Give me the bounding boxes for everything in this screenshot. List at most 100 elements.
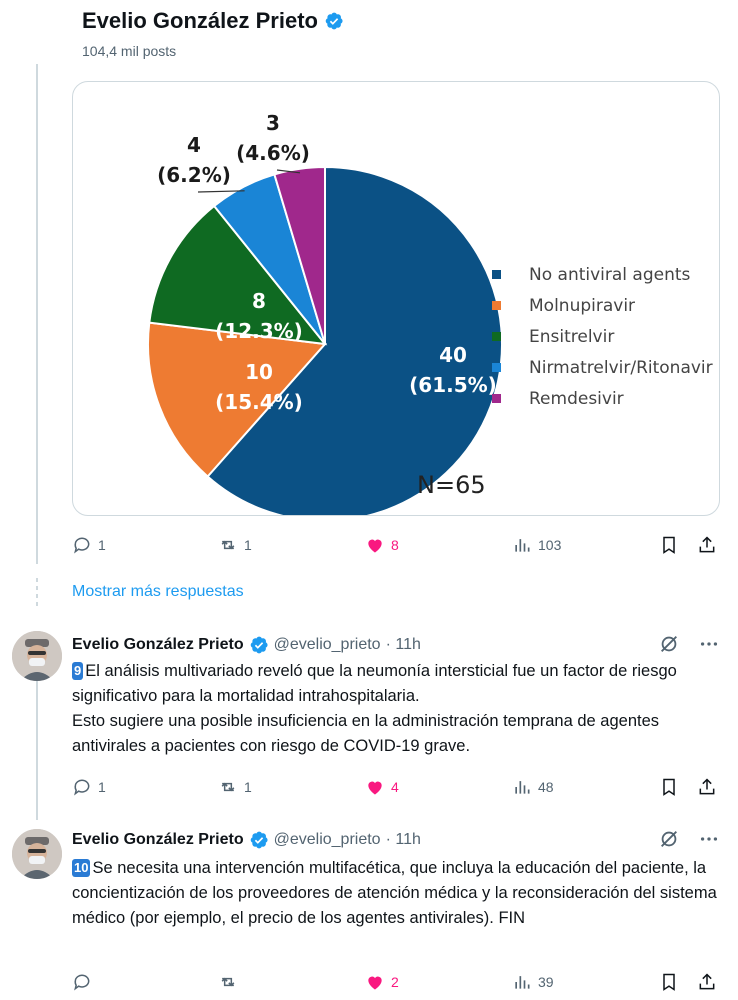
views-icon [515, 539, 530, 552]
profile-header: Evelio González Prieto 104,4 mil posts [0, 0, 738, 64]
more-options-icon[interactable] [698, 828, 720, 850]
verified-badge-icon [250, 636, 268, 654]
pie-slice-molnupiravir [147, 321, 328, 478]
leader-line [276, 169, 301, 174]
profile-name: Evelio González Prieto [82, 8, 318, 33]
slice-count-label: 40 [439, 343, 467, 367]
post-actions: 1 1 8 103 [72, 531, 722, 559]
slice-percent-label: (15.4%) [215, 390, 303, 414]
bookmark-icon [663, 778, 675, 796]
reply-icon [74, 537, 90, 554]
reply-count: 1 [98, 779, 106, 795]
like-count: 4 [391, 779, 399, 795]
repost-button[interactable] [218, 968, 244, 996]
tweet-actions: 1 1 4 48 [72, 773, 722, 801]
tweet-text: 10 Se necesita una intervención multifacé… [72, 856, 722, 931]
heart-icon [368, 976, 382, 990]
grok-icon[interactable] [658, 633, 680, 655]
views-button[interactable]: 48 [512, 773, 554, 801]
heart-icon [368, 781, 382, 795]
repost-icon [221, 540, 235, 550]
tweet[interactable]: Evelio González Prieto @evelio_prieto · … [0, 625, 738, 815]
show-more-replies-link[interactable]: Mostrar más respuestas [72, 583, 244, 600]
tweet[interactable]: Evelio González Prieto @evelio_prieto · … [0, 823, 738, 1000]
number-badge: 9 [72, 662, 84, 680]
avatar-image [12, 631, 62, 681]
verified-badge-icon [250, 831, 268, 849]
like-button[interactable]: 4 [365, 773, 399, 801]
avatar[interactable] [12, 631, 62, 681]
avatar[interactable] [12, 829, 62, 879]
thread-line [36, 680, 38, 820]
legend-label: Remdesivir [529, 389, 624, 409]
profile-name-row[interactable]: Evelio González Prieto [82, 8, 344, 34]
reply-icon [74, 779, 90, 796]
tweet-header-icons [658, 633, 720, 655]
reply-icon [74, 974, 90, 991]
pie-slice-ensitrelvir [148, 204, 328, 346]
legend-swatch [492, 301, 501, 310]
slice-count-label: 10 [245, 360, 273, 384]
share-icon [699, 536, 715, 553]
thread-line-dotted [36, 578, 38, 608]
author-handle[interactable]: @evelio_prieto [273, 831, 381, 848]
share-button[interactable] [697, 531, 717, 559]
tweet-time[interactable]: · 11h [385, 831, 421, 848]
views-button[interactable]: 103 [512, 531, 561, 559]
slice-percent-label: (4.6%) [236, 141, 310, 165]
bookmark-icon [663, 973, 675, 991]
share-icon [699, 973, 715, 990]
author-name[interactable]: Evelio González Prieto [72, 831, 244, 848]
avatar-image [12, 829, 62, 879]
heart-icon [368, 539, 382, 553]
repost-count: 1 [244, 779, 252, 795]
tweet-actions: 2 39 [72, 968, 722, 996]
verified-badge-icon [325, 12, 343, 30]
views-button[interactable]: 39 [512, 968, 554, 996]
leader-line [197, 190, 245, 193]
tweet-text: 9 El análisis multivariado reveló que la … [72, 659, 722, 759]
author-name[interactable]: Evelio González Prieto [72, 636, 244, 653]
repost-button[interactable]: 1 [218, 531, 252, 559]
legend-swatch [492, 363, 501, 372]
legend-label: Molnupiravir [529, 296, 635, 316]
bookmark-button[interactable] [659, 531, 679, 559]
tweet-header: Evelio González Prieto @evelio_prieto · … [72, 828, 421, 852]
pie-slice-remdesivir [273, 165, 326, 345]
share-button[interactable] [697, 773, 717, 801]
bookmark-icon [663, 536, 675, 554]
repost-icon [221, 977, 235, 987]
posts-count: 104,4 mil posts [82, 43, 177, 59]
reply-button[interactable] [72, 968, 98, 996]
reply-button[interactable]: 1 [72, 773, 106, 801]
bookmark-button[interactable] [659, 968, 679, 996]
thread-line [36, 64, 38, 564]
views-count: 48 [538, 779, 554, 795]
share-button[interactable] [697, 968, 717, 996]
tweet-body: Se necesita una intervención multifacéti… [72, 859, 717, 927]
pie-chart: 40 (61.5%) 10 (15.4%) 8 (12.3%) 4 (6.2%) 3 (4.6%)… [147, 111, 713, 515]
views-icon [515, 976, 530, 989]
legend-label: Ensitrelvir [529, 327, 614, 347]
slice-percent-label: (12.3%) [215, 319, 303, 343]
bookmark-button[interactable] [659, 773, 679, 801]
tweet-header: Evelio González Prieto @evelio_prieto · … [72, 633, 421, 657]
slice-count-label: 4 [187, 133, 201, 157]
grok-icon[interactable] [658, 828, 680, 850]
like-button[interactable]: 8 [365, 531, 399, 559]
repost-button[interactable]: 1 [218, 773, 252, 801]
share-icon [699, 778, 715, 795]
repost-icon [221, 782, 235, 792]
reply-count: 1 [98, 537, 106, 553]
reply-button[interactable]: 1 [72, 531, 106, 559]
like-button[interactable]: 2 [365, 968, 399, 996]
tweet-time[interactable]: · 11h [385, 636, 421, 653]
views-count: 103 [538, 537, 562, 553]
like-count: 2 [391, 974, 399, 990]
more-options-icon[interactable] [698, 633, 720, 655]
author-handle[interactable]: @evelio_prieto [273, 636, 381, 653]
legend-label: Nirmatrelvir/Ritonavir [529, 358, 713, 378]
slice-percent-label: (6.2%) [157, 163, 231, 187]
chart-image[interactable]: 40 (61.5%) 10 (15.4%) 8 (12.3%) 4 (6.2%) 3 (4.6%)… [72, 81, 720, 516]
slice-count-label: 8 [252, 289, 266, 313]
